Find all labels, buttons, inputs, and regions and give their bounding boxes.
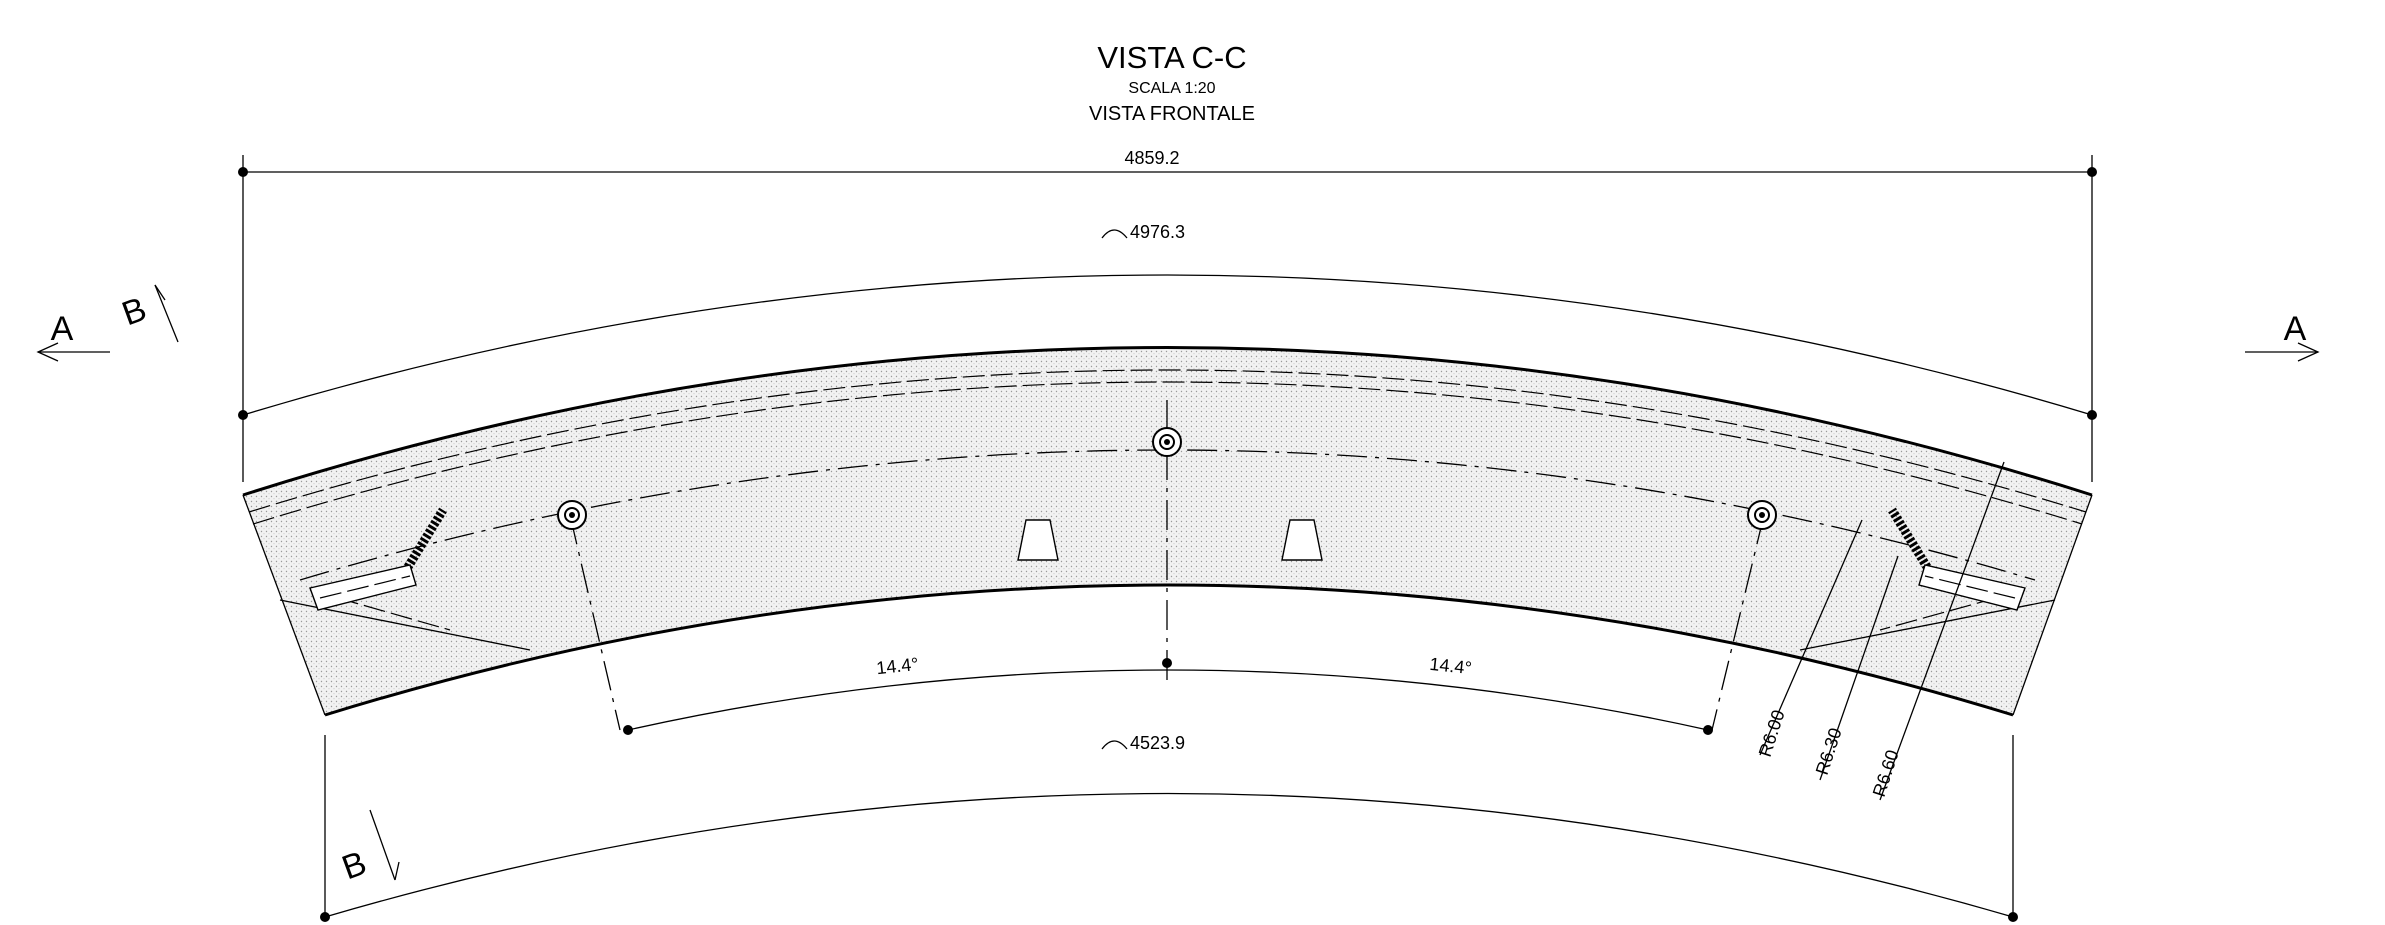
section-mark-b-bottom: B: [337, 809, 400, 887]
bolt-right: [1888, 507, 2026, 611]
pad-left: [1017, 519, 1059, 561]
section-mark-b-top: B: [117, 284, 179, 343]
view-title: VISTA C-C: [1097, 40, 1246, 75]
angle-dimension: 14.4° 14.4°: [623, 654, 1713, 735]
view-subtitle: VISTA FRONTALE: [1089, 103, 1255, 125]
insert-center: [1152, 427, 1182, 457]
radius-label-3: R6.60: [1869, 747, 1903, 799]
section-a-right-label: A: [2284, 310, 2307, 348]
radius-label-2: R6.30: [1812, 725, 1846, 777]
view-scale: SCALA 1:20: [1128, 80, 1215, 97]
inner-arc-dimension: 4523.9: [320, 733, 2018, 922]
section-mark-a-right: A: [2245, 310, 2320, 362]
angle-right-label: 14.4°: [1429, 654, 1473, 678]
section-b-bottom-label: B: [337, 844, 371, 887]
overall-width-label: 4859.2: [1124, 148, 1179, 168]
pad-right: [1281, 519, 1323, 561]
outer-arc-dimension: 4976.3: [238, 222, 2097, 420]
angle-left-label: 14.4°: [875, 654, 919, 678]
bolt-left: [309, 507, 447, 611]
radius-label-1: R6.00: [1755, 707, 1789, 759]
section-b-top-label: B: [117, 290, 151, 333]
arc-symbol-icon-2: [1101, 740, 1128, 750]
section-a-left-label: A: [51, 310, 74, 348]
insert-right: [1747, 500, 1777, 530]
insert-left: [557, 500, 587, 530]
arc-symbol-icon: [1101, 229, 1128, 239]
inner-arc-label: 4523.9: [1130, 733, 1185, 753]
section-mark-a-left: A: [36, 310, 110, 362]
radial-axes: [569, 400, 1765, 731]
outer-arc-label: 4976.3: [1130, 222, 1185, 242]
overall-width-dimension: 4859.2: [238, 148, 2097, 482]
